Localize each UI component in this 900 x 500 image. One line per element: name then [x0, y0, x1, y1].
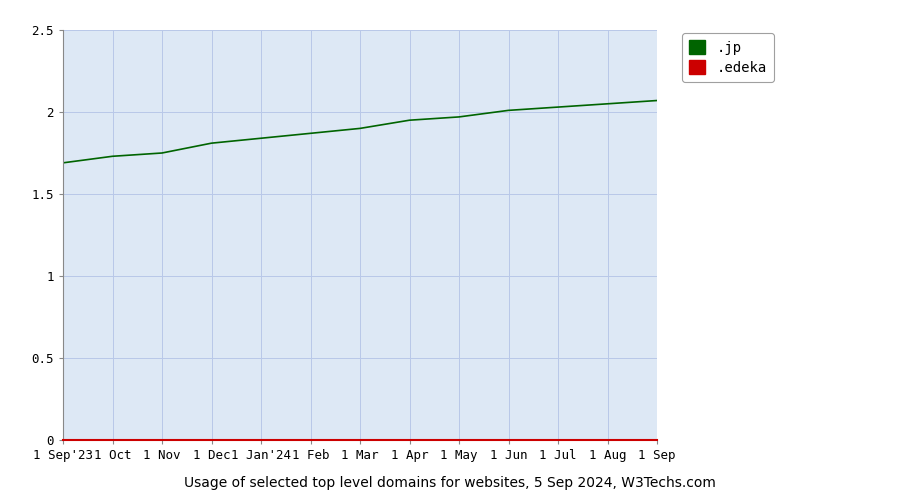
Text: Usage of selected top level domains for websites, 5 Sep 2024, W3Techs.com: Usage of selected top level domains for … [184, 476, 716, 490]
Legend: .jp, .edeka: .jp, .edeka [682, 33, 774, 82]
